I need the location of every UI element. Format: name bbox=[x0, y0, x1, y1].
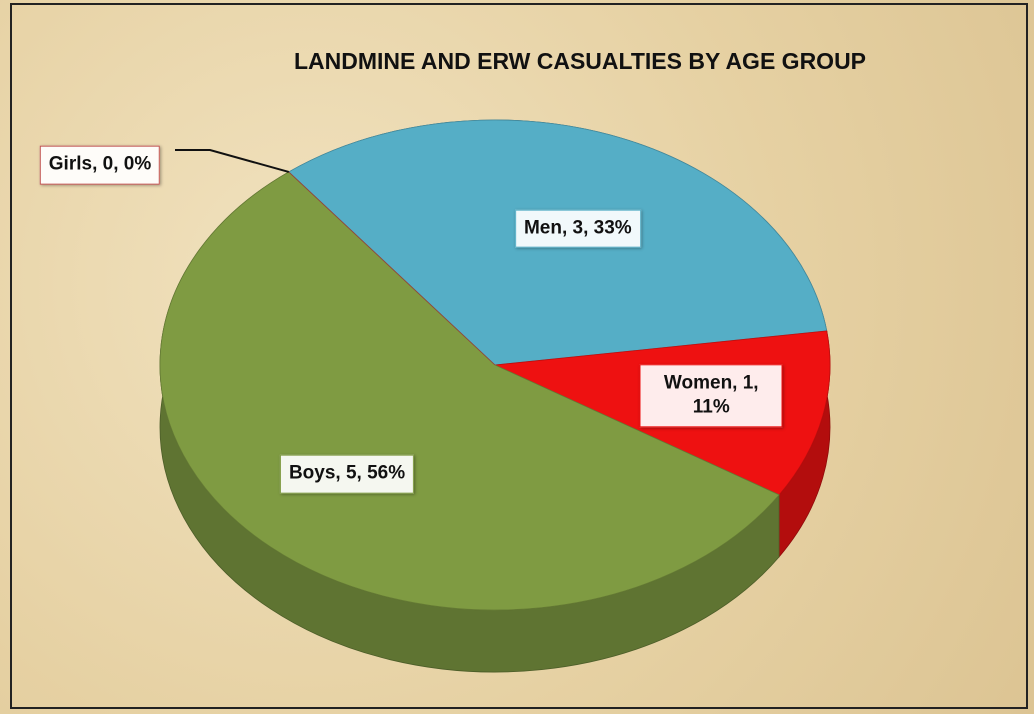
data-label: Boys, 5, 56% bbox=[279, 454, 415, 494]
data-label: Girls, 0, 0% bbox=[39, 145, 161, 185]
data-label: Men, 3, 33% bbox=[514, 209, 641, 249]
chart-frame bbox=[10, 3, 1028, 709]
leader-line bbox=[175, 149, 290, 173]
data-label: Women, 1, 11% bbox=[639, 363, 783, 428]
chart-title: LANDMINE AND ERW CASUALTIES BY AGE GROUP bbox=[294, 48, 866, 74]
slice bbox=[159, 171, 780, 611]
